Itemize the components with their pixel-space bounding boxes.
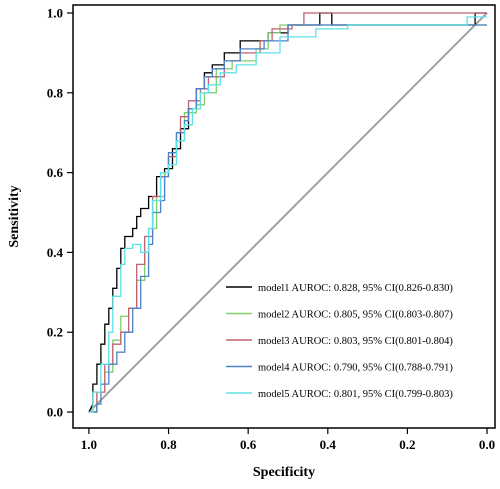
roc-curve-model5 <box>88 16 487 413</box>
x-tick-label: 0.8 <box>160 437 177 452</box>
plot-frame <box>72 4 496 429</box>
x-tick-label: 0.0 <box>479 437 495 452</box>
y-tick-label: 0.6 <box>47 165 64 180</box>
legend-label-model5: model5 AUROC: 0.801, 95% CI(0.799-0.803) <box>258 389 453 400</box>
y-tick-label: 1.0 <box>47 5 63 20</box>
legend-label-model4: model4 AUROC: 0.790, 95% CI(0.788-0.791) <box>258 362 453 373</box>
reference-layer <box>88 12 488 413</box>
x-axis-title: Specificity <box>253 465 315 480</box>
x-axis: 1.0 0.8 0.6 0.4 0.2 0.0 <box>81 428 495 452</box>
y-tick-label: 0.2 <box>47 325 63 340</box>
legend: model1 AUROC: 0.828, 95% CI(0.826-0.830)… <box>226 283 453 400</box>
legend-label-model2: model2 AUROC: 0.805, 95% CI(0.803-0.807) <box>258 309 453 320</box>
x-tick-label: 0.6 <box>240 437 257 452</box>
roc-curve-model4 <box>88 24 487 413</box>
y-tick-label: 0.0 <box>47 405 63 420</box>
legend-label-model1: model1 AUROC: 0.828, 95% CI(0.826-0.830) <box>258 283 453 294</box>
roc-curve-model2 <box>88 24 487 413</box>
y-axis: 0.0 0.2 0.4 0.6 0.8 1.0 <box>47 5 73 420</box>
x-tick-label: 0.2 <box>399 437 415 452</box>
y-tick-label: 0.8 <box>47 85 64 100</box>
roc-curves-layer <box>88 12 487 413</box>
y-axis-title: Sensitivity <box>7 185 22 247</box>
x-tick-label: 1.0 <box>81 437 97 452</box>
y-tick-label: 0.4 <box>47 245 64 260</box>
legend-label-model3: model3 AUROC: 0.803, 95% CI(0.801-0.804) <box>258 336 453 347</box>
reference-diagonal-line <box>88 12 488 413</box>
x-tick-label: 0.4 <box>320 437 337 452</box>
